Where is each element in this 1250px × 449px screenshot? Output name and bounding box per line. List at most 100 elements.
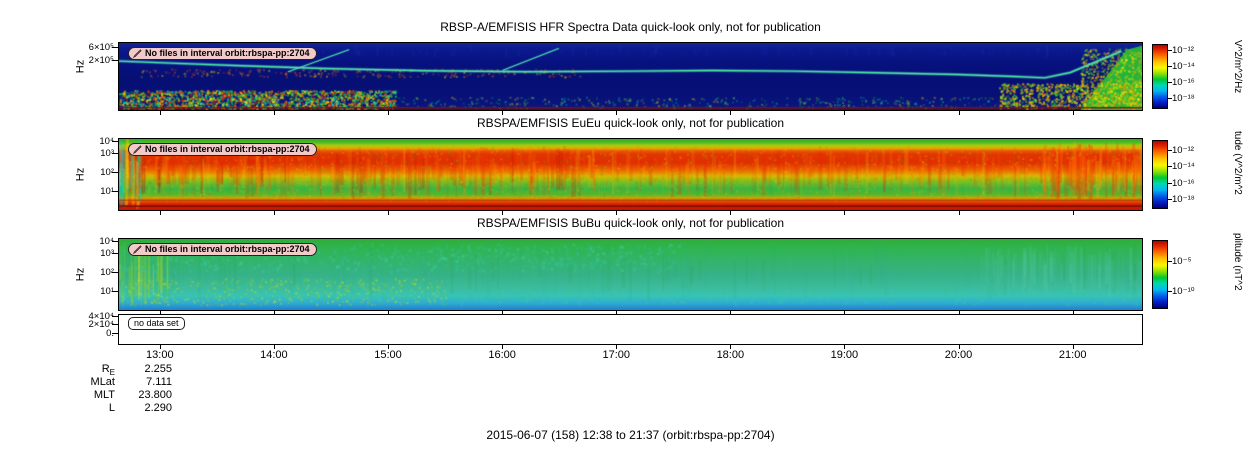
y-tick-mark [112, 253, 118, 255]
ephemeris-value: 23.800 [138, 389, 172, 401]
ephemeris-value: 2.255 [144, 363, 172, 375]
y-tick-label: 2×10⁴ [88, 318, 114, 330]
colorbar-tick-mark [1168, 66, 1172, 68]
ephemeris-label-text: MLT [93, 389, 115, 401]
x-tick-mark [844, 211, 846, 215]
panel-bubu-spectrogram[interactable]: No files in interval orbit:rbspa-pp:2704 [118, 238, 1143, 311]
hfr-colorbar-unit: V^2/m^2/Hz [1232, 40, 1243, 94]
bubu-annotation-badge[interactable]: No files in interval orbit:rbspa-pp:2704 [128, 243, 317, 256]
y-tick-label: 10² [100, 267, 114, 279]
x-tick-mark [730, 345, 732, 349]
panel-eueu-title: RBSPA/EMFISIS EuEu quick-look only, not … [476, 116, 785, 130]
x-tick-mark [616, 211, 618, 215]
colorbar-tick-mark [1168, 182, 1172, 184]
x-tick-mark [502, 111, 504, 115]
colorbar-tick-label: 10⁻¹⁸ [1172, 193, 1195, 205]
y-tick-label: 10¹ [100, 186, 114, 198]
colorbar-tick-label: 10⁻¹² [1172, 44, 1194, 56]
colorbar-tick-mark [1168, 166, 1172, 168]
bubu-colorbar-unit: plitude (nT^2 [1232, 233, 1243, 291]
x-tick-mark [844, 311, 846, 315]
ephemeris-value: 2.290 [144, 402, 172, 414]
x-tick-mark [844, 111, 846, 115]
ephemeris-row-mlt: MLT 23.800 [0, 389, 175, 401]
x-tick-mark [387, 211, 389, 215]
x-tick-mark [502, 345, 504, 349]
x-tick-mark [958, 211, 960, 215]
x-tick-mark [1072, 111, 1074, 115]
y-tick-label: 10¹ [100, 286, 114, 298]
x-tick-mark [616, 311, 618, 315]
y-tick-mark [112, 272, 118, 274]
hfr-annotation-badge[interactable]: No files in interval orbit:rbspa-pp:2704 [128, 47, 317, 60]
pencil-icon [133, 49, 142, 58]
x-tick-label: 18:00 [716, 349, 745, 361]
colorbar-tick-label: 10⁻¹⁶ [1172, 76, 1195, 88]
colorbar-tick-mark [1168, 198, 1172, 200]
ephemeris-value: 7.111 [146, 376, 172, 388]
bubu-annotation-text: No files in interval orbit:rbspa-pp:2704 [145, 244, 310, 254]
ephemeris-label-text: R [101, 363, 110, 375]
ephemeris-row-r: RE 2.255 [0, 363, 175, 378]
x-tick-label: 20:00 [944, 349, 973, 361]
panel-eueu-spectrogram[interactable]: No files in interval orbit:rbspa-pp:2704 [118, 138, 1143, 211]
panel-bubu-title: RBSPA/EMFISIS BuBu quick-look only, not … [476, 216, 785, 230]
y-tick-mark [112, 59, 118, 61]
panel-empty[interactable]: no data set [118, 314, 1143, 345]
ephemeris-label-text: L [108, 402, 115, 414]
x-tick-mark [730, 111, 732, 115]
y-tick-label: 0. [106, 327, 114, 339]
colorbar-tick-mark [1168, 150, 1172, 152]
x-tick-label: 17:00 [602, 349, 631, 361]
x-tick-mark [387, 345, 389, 349]
colorbar-tick-mark [1168, 260, 1172, 262]
time-range-caption: 2015-06-07 (158) 12:38 to 21:37 (orbit:r… [486, 428, 775, 442]
y-tick-mark [112, 240, 118, 242]
y-tick-label: 4×10⁴ [88, 310, 114, 322]
ephemeris-label-text: MLat [90, 376, 115, 388]
x-tick-mark [502, 211, 504, 215]
hfr-annotation-text: No files in interval orbit:rbspa-pp:2704 [145, 48, 310, 58]
y-tick-label: 10² [100, 167, 114, 179]
x-tick-mark [387, 311, 389, 315]
x-tick-label: 15:00 [374, 349, 402, 361]
panel-hfr-title: RBSP-A/EMFISIS HFR Spectra Data quick-lo… [440, 20, 821, 34]
panel-hfr-spectrogram[interactable]: No files in interval orbit:rbspa-pp:2704 [118, 42, 1143, 111]
x-tick-mark [730, 211, 732, 215]
x-tick-mark [387, 111, 389, 115]
colorbar-tick-label: 10⁻¹⁶ [1172, 177, 1195, 189]
y-tick-mark [112, 46, 118, 48]
eueu-annotation-badge[interactable]: No files in interval orbit:rbspa-pp:2704 [128, 143, 317, 156]
y-tick-mark [112, 291, 118, 293]
x-tick-label: 13:00 [146, 349, 174, 361]
ephemeris-row-mlat: MLat 7.111 [0, 376, 175, 388]
x-tick-mark [273, 311, 275, 315]
x-tick-mark [159, 211, 161, 215]
x-tick-mark [273, 111, 275, 115]
y-tick-mark [112, 315, 118, 317]
y-tick-label: 6×10⁵ [88, 41, 114, 53]
y-tick-label: 10³ [100, 248, 114, 260]
y-tick-label: 10³ [100, 148, 114, 160]
colorbar-tick-label: 10⁻⁵ [1172, 255, 1192, 267]
ephemeris-row-l: L 2.290 [0, 402, 175, 414]
colorbar-tick-mark [1168, 97, 1172, 99]
hfr-colorbar [1152, 44, 1168, 109]
x-tick-mark [1072, 311, 1074, 315]
ephemeris-label: L [0, 402, 115, 416]
pencil-icon [133, 145, 142, 154]
x-tick-label: 16:00 [488, 349, 516, 361]
colorbar-tick-label: 10⁻¹⁴ [1172, 61, 1195, 73]
y-tick-mark [112, 140, 118, 142]
x-tick-mark [958, 111, 960, 115]
x-tick-mark [844, 345, 846, 349]
x-tick-label: 21:00 [1058, 349, 1087, 361]
y-tick-label: 10⁴ [99, 135, 114, 147]
x-tick-mark [1072, 211, 1074, 215]
x-tick-label: 14:00 [260, 349, 288, 361]
colorbar-tick-mark [1168, 49, 1172, 51]
colorbar-tick-label: 10⁻¹² [1172, 145, 1194, 157]
ephemeris-label-sub: E [109, 368, 115, 378]
colorbar-tick-label: 10⁻¹⁴ [1172, 161, 1195, 173]
